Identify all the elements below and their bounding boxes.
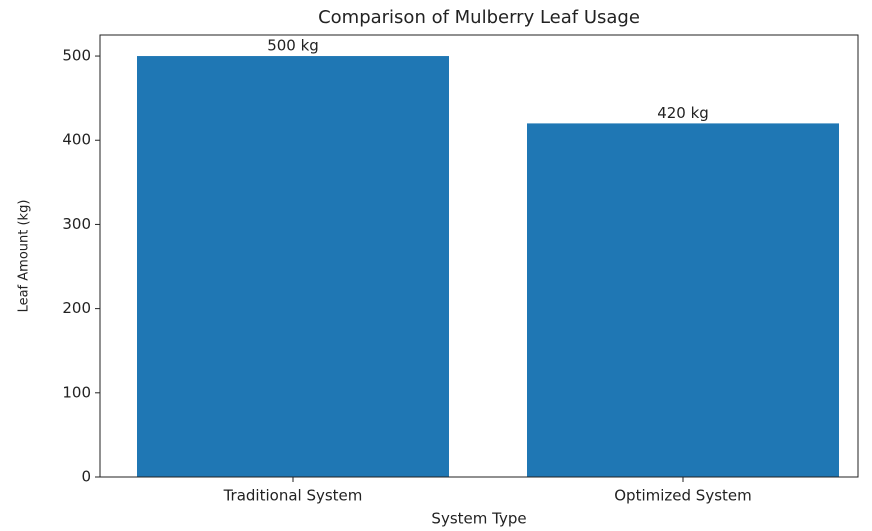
x-tick-label: Traditional System xyxy=(223,487,363,505)
bar xyxy=(137,56,449,478)
value-label: 500 kg xyxy=(267,37,319,55)
y-tick-label: 300 xyxy=(62,215,91,233)
y-tick-label: 500 xyxy=(62,47,91,65)
y-tick-label: 0 xyxy=(81,468,91,486)
y-tick-label: 200 xyxy=(62,299,91,317)
x-axis-label: System Type xyxy=(431,510,526,528)
y-tick-label: 400 xyxy=(62,131,91,149)
x-tick-label: Optimized System xyxy=(614,487,751,505)
bar xyxy=(527,123,839,478)
y-tick-label: 100 xyxy=(62,383,91,401)
value-label: 420 kg xyxy=(657,104,709,122)
y-axis-label: Leaf Amount (kg) xyxy=(17,200,32,313)
plot-frame xyxy=(99,34,859,478)
chart-title: Comparison of Mulberry Leaf Usage xyxy=(318,7,640,28)
